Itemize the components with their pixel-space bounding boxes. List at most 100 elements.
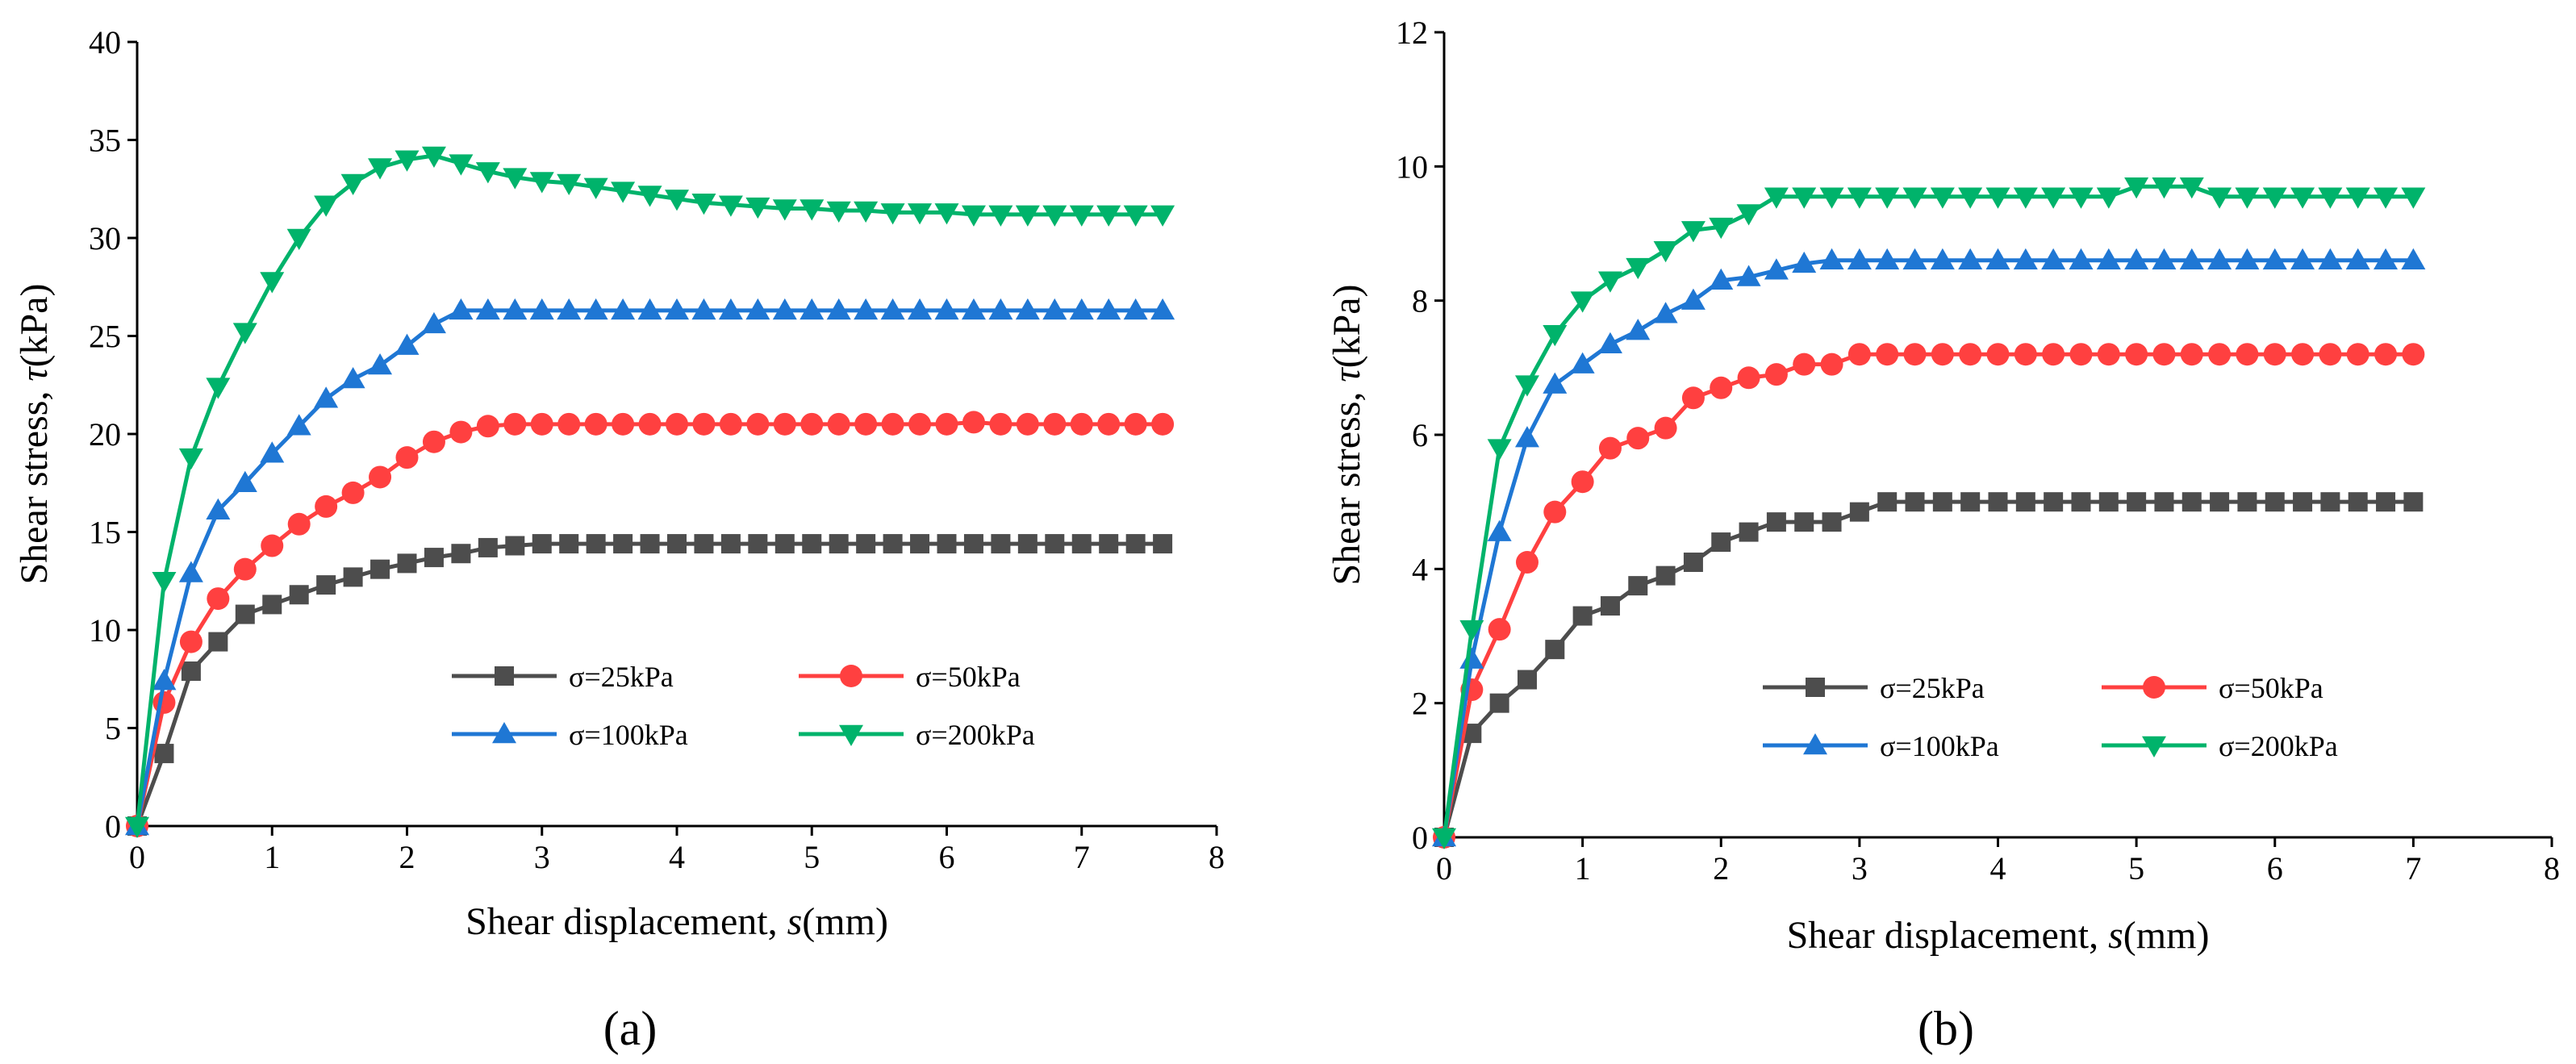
data-point xyxy=(881,412,904,436)
data-point xyxy=(2152,343,2176,366)
y-axis-label: Shear stress, τ(kPa) xyxy=(1326,284,1368,585)
data-point xyxy=(637,186,662,207)
data-point xyxy=(1487,519,1512,541)
x-tick-label: 7 xyxy=(2405,850,2421,887)
data-point xyxy=(1017,534,1037,554)
legend-label: σ=100kPa xyxy=(1880,730,1999,762)
data-point xyxy=(1570,291,1595,313)
data-point xyxy=(476,415,499,438)
data-point xyxy=(1986,343,2010,366)
data-point xyxy=(638,412,662,436)
data-point xyxy=(286,228,311,250)
series-line-2 xyxy=(135,419,1163,827)
data-point xyxy=(2069,248,2094,270)
data-point xyxy=(908,298,933,320)
data-point xyxy=(963,534,983,554)
data-point xyxy=(557,298,582,320)
data-point xyxy=(961,205,986,227)
data-point xyxy=(2237,492,2257,512)
x-tick-label: 2 xyxy=(399,839,415,875)
data-point xyxy=(2401,248,2426,270)
legend-label: σ=100kPa xyxy=(569,719,688,751)
data-point xyxy=(208,632,228,652)
data-point xyxy=(1488,618,1511,641)
data-point xyxy=(2207,248,2232,270)
data-point xyxy=(935,412,958,436)
x-tick-label: 5 xyxy=(804,839,820,875)
data-point xyxy=(694,534,714,554)
data-point xyxy=(1794,512,1814,532)
data-point xyxy=(2376,492,2396,512)
data-point xyxy=(451,544,471,564)
data-point xyxy=(718,195,743,217)
data-point xyxy=(1683,553,1703,573)
data-point xyxy=(2374,248,2399,270)
data-point xyxy=(207,587,230,611)
data-point xyxy=(854,201,879,223)
data-point xyxy=(287,512,311,536)
data-point xyxy=(152,691,176,714)
data-point xyxy=(720,534,741,554)
data-point xyxy=(475,162,500,184)
data-point xyxy=(2014,343,2037,366)
y-tick-label: 0 xyxy=(1412,820,1428,856)
data-point xyxy=(1988,492,2008,512)
data-point xyxy=(1069,298,1094,320)
data-point xyxy=(178,561,203,582)
data-point xyxy=(557,173,582,195)
data-point xyxy=(774,534,795,554)
data-point xyxy=(826,298,851,320)
data-point xyxy=(369,465,392,489)
data-point xyxy=(1737,366,1760,390)
data-point xyxy=(2096,187,2121,209)
data-point xyxy=(424,548,444,568)
data-point xyxy=(2042,343,2065,366)
x-tick-label: 0 xyxy=(129,839,145,875)
data-point xyxy=(745,197,770,219)
data-point xyxy=(2152,177,2177,199)
x-tick-label: 4 xyxy=(669,839,685,875)
data-point xyxy=(370,559,390,579)
data-point xyxy=(1099,534,1119,554)
data-point xyxy=(665,298,689,320)
series-line-1 xyxy=(1442,499,2414,838)
data-point xyxy=(340,366,365,389)
data-point xyxy=(1985,187,2010,209)
data-point xyxy=(772,199,797,221)
data-point xyxy=(1123,298,1148,320)
data-point xyxy=(880,298,905,320)
data-point xyxy=(2124,177,2149,199)
data-point xyxy=(1849,502,1869,522)
data-point xyxy=(802,534,822,554)
data-point xyxy=(181,661,201,682)
data-point xyxy=(1097,412,1121,436)
data-point xyxy=(206,378,231,399)
data-point xyxy=(2318,187,2343,209)
data-point xyxy=(2179,248,2204,270)
data-point xyxy=(2154,492,2174,512)
data-point xyxy=(1819,187,1844,209)
data-point xyxy=(343,567,363,587)
data-point xyxy=(1543,372,1568,394)
data-point xyxy=(991,534,1011,554)
data-point xyxy=(316,575,336,595)
x-axis-label: Shear displacement, s(mm) xyxy=(466,900,888,943)
chart-panel-a: 0 1 2 3 4 5 6 7 8 0 5 10 15 20 25 30 35 40 Shear displacem… xyxy=(13,24,1225,943)
data-point xyxy=(583,298,608,320)
data-point xyxy=(125,816,149,838)
data-point xyxy=(1847,187,1872,209)
data-point xyxy=(1432,828,1456,849)
data-point xyxy=(908,203,933,225)
data-point xyxy=(1819,248,1844,270)
data-point xyxy=(934,203,959,225)
data-point xyxy=(232,470,257,492)
data-point xyxy=(1096,298,1121,320)
data-point xyxy=(368,158,393,180)
data-point xyxy=(2262,248,2287,270)
data-point xyxy=(611,298,636,320)
data-point xyxy=(856,534,876,554)
data-point xyxy=(800,412,824,436)
data-point xyxy=(152,669,177,691)
data-point xyxy=(1543,500,1567,524)
data-point xyxy=(1626,257,1651,280)
